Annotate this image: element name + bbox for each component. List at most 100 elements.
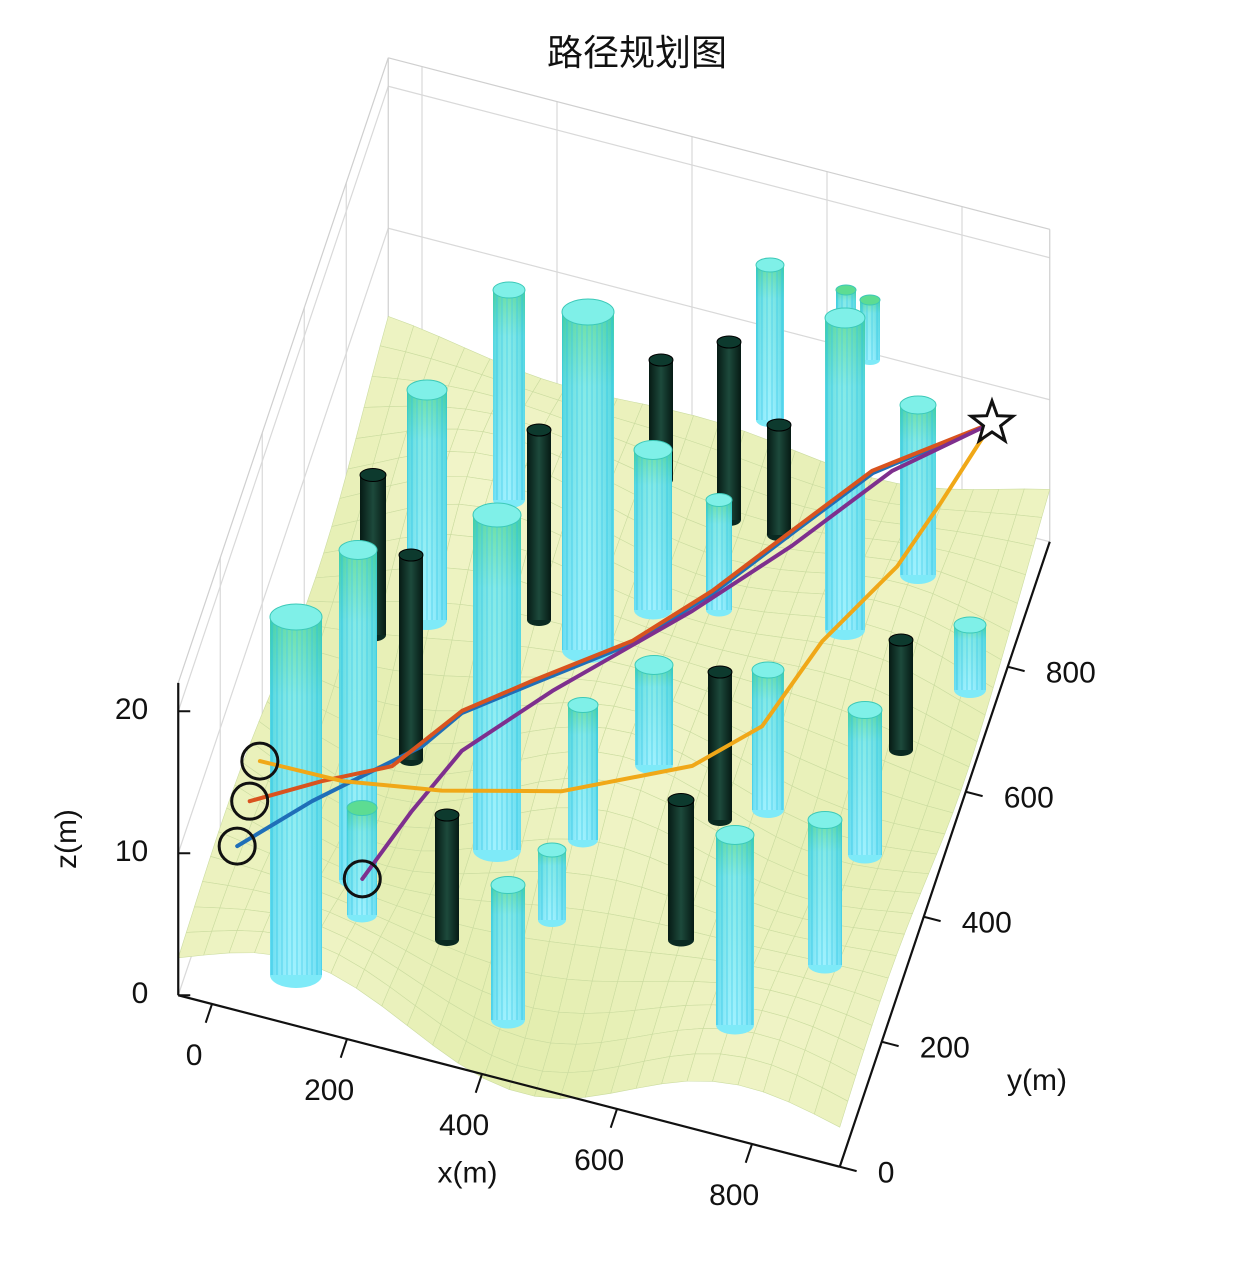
obstacle-top <box>537 842 567 858</box>
obstacle-shade <box>716 835 754 1025</box>
obstacle <box>561 298 615 663</box>
obstacle-shade <box>954 625 986 690</box>
obstacle <box>766 418 792 541</box>
obstacle <box>847 701 883 864</box>
obstacle-body <box>399 555 423 760</box>
path-line <box>247 421 994 804</box>
x-tick <box>609 1108 618 1129</box>
path-line <box>257 421 994 794</box>
z-tick-label: 0 <box>132 977 149 1010</box>
obstacle <box>667 793 695 947</box>
obstacle-top <box>567 697 599 713</box>
obstacle-shade <box>491 885 525 1020</box>
obstacle-shade <box>473 515 521 850</box>
obstacle-top <box>667 793 695 807</box>
x-tick-label: 600 <box>574 1144 624 1177</box>
obstacle <box>899 395 937 584</box>
obstacle-top <box>338 540 378 560</box>
x-tick-label: 200 <box>304 1074 354 1107</box>
obstacle <box>715 825 755 1035</box>
x-tick-label: 0 <box>186 1039 203 1072</box>
obstacle-top <box>359 468 387 482</box>
obstacle-top <box>648 353 674 367</box>
obstacle <box>633 440 673 620</box>
obstacle <box>824 307 866 640</box>
z-tick-label: 10 <box>115 835 148 868</box>
obstacle-top <box>716 335 742 349</box>
x-tick <box>474 1073 483 1094</box>
obstacle <box>434 808 460 946</box>
start-marker <box>217 826 257 866</box>
x-tick-label: 400 <box>439 1109 489 1142</box>
y-tick <box>1007 665 1025 673</box>
obstacle <box>269 603 323 988</box>
obstacle-shade <box>493 290 525 500</box>
y-tick-label: 0 <box>878 1157 895 1190</box>
y-tick <box>839 1165 857 1173</box>
x-tick <box>204 1003 213 1024</box>
obstacle <box>472 502 522 862</box>
y-tick <box>923 915 941 923</box>
y-tick-label: 800 <box>1046 657 1096 690</box>
obstacle <box>755 257 785 427</box>
obstacle-top <box>899 395 937 415</box>
obstacle <box>537 842 567 927</box>
obstacle-top <box>755 257 785 273</box>
obstacle-body <box>435 815 459 940</box>
grid-line <box>388 85 1050 259</box>
obstacle-top <box>406 379 448 401</box>
obstacle-shade <box>634 450 672 610</box>
start-marker <box>240 741 280 781</box>
obstacle-body <box>527 430 551 620</box>
y-tick-label: 200 <box>920 1032 970 1065</box>
obstacle-top <box>634 655 674 675</box>
paths <box>217 396 1018 899</box>
obstacle <box>567 697 599 848</box>
obstacle-shade <box>900 405 936 575</box>
obstacle-top <box>472 502 522 528</box>
obstacle-shade <box>562 312 614 650</box>
obstacle-body <box>767 425 791 535</box>
obstacle-top <box>398 548 424 562</box>
y-axis <box>838 541 1051 1168</box>
obstacle <box>492 281 526 508</box>
obstacle-top <box>490 876 526 894</box>
obstacle <box>751 661 785 818</box>
obstacle-top <box>526 423 552 437</box>
obstacle-top <box>492 281 526 299</box>
obstacle-top <box>888 633 914 647</box>
x-axis-label: x(m) <box>438 1157 498 1190</box>
obstacle-shade <box>752 670 784 810</box>
obstacle-top <box>953 616 987 634</box>
path-line <box>360 421 994 881</box>
terrain-cell <box>813 1087 849 1128</box>
y-tick <box>881 1040 899 1048</box>
obstacle-top <box>269 603 323 631</box>
y-axis-label: y(m) <box>1007 1064 1067 1097</box>
obstacle-top <box>561 298 615 326</box>
obstacle-body <box>889 640 913 750</box>
obstacle <box>807 811 843 974</box>
grid-line <box>177 228 389 854</box>
obstacle-shade <box>756 265 784 420</box>
obstacle <box>888 633 914 756</box>
wall-edge <box>388 57 1050 230</box>
obstacle-top <box>715 825 755 845</box>
obstacle-top <box>835 284 857 296</box>
y-tick-label: 600 <box>1004 782 1054 815</box>
obstacle-shade <box>848 710 882 855</box>
obstacle <box>398 548 424 766</box>
obstacle <box>953 616 987 698</box>
wall-edge <box>177 57 389 684</box>
obstacle-top <box>751 661 785 679</box>
obstacle-top <box>633 440 673 460</box>
obstacle-top <box>847 701 883 719</box>
obstacles <box>269 257 987 1035</box>
obstacle-shade <box>568 705 598 840</box>
obstacle-top <box>824 307 866 329</box>
obstacle <box>490 876 526 1029</box>
start-marker <box>342 859 382 899</box>
obstacle <box>406 379 448 630</box>
